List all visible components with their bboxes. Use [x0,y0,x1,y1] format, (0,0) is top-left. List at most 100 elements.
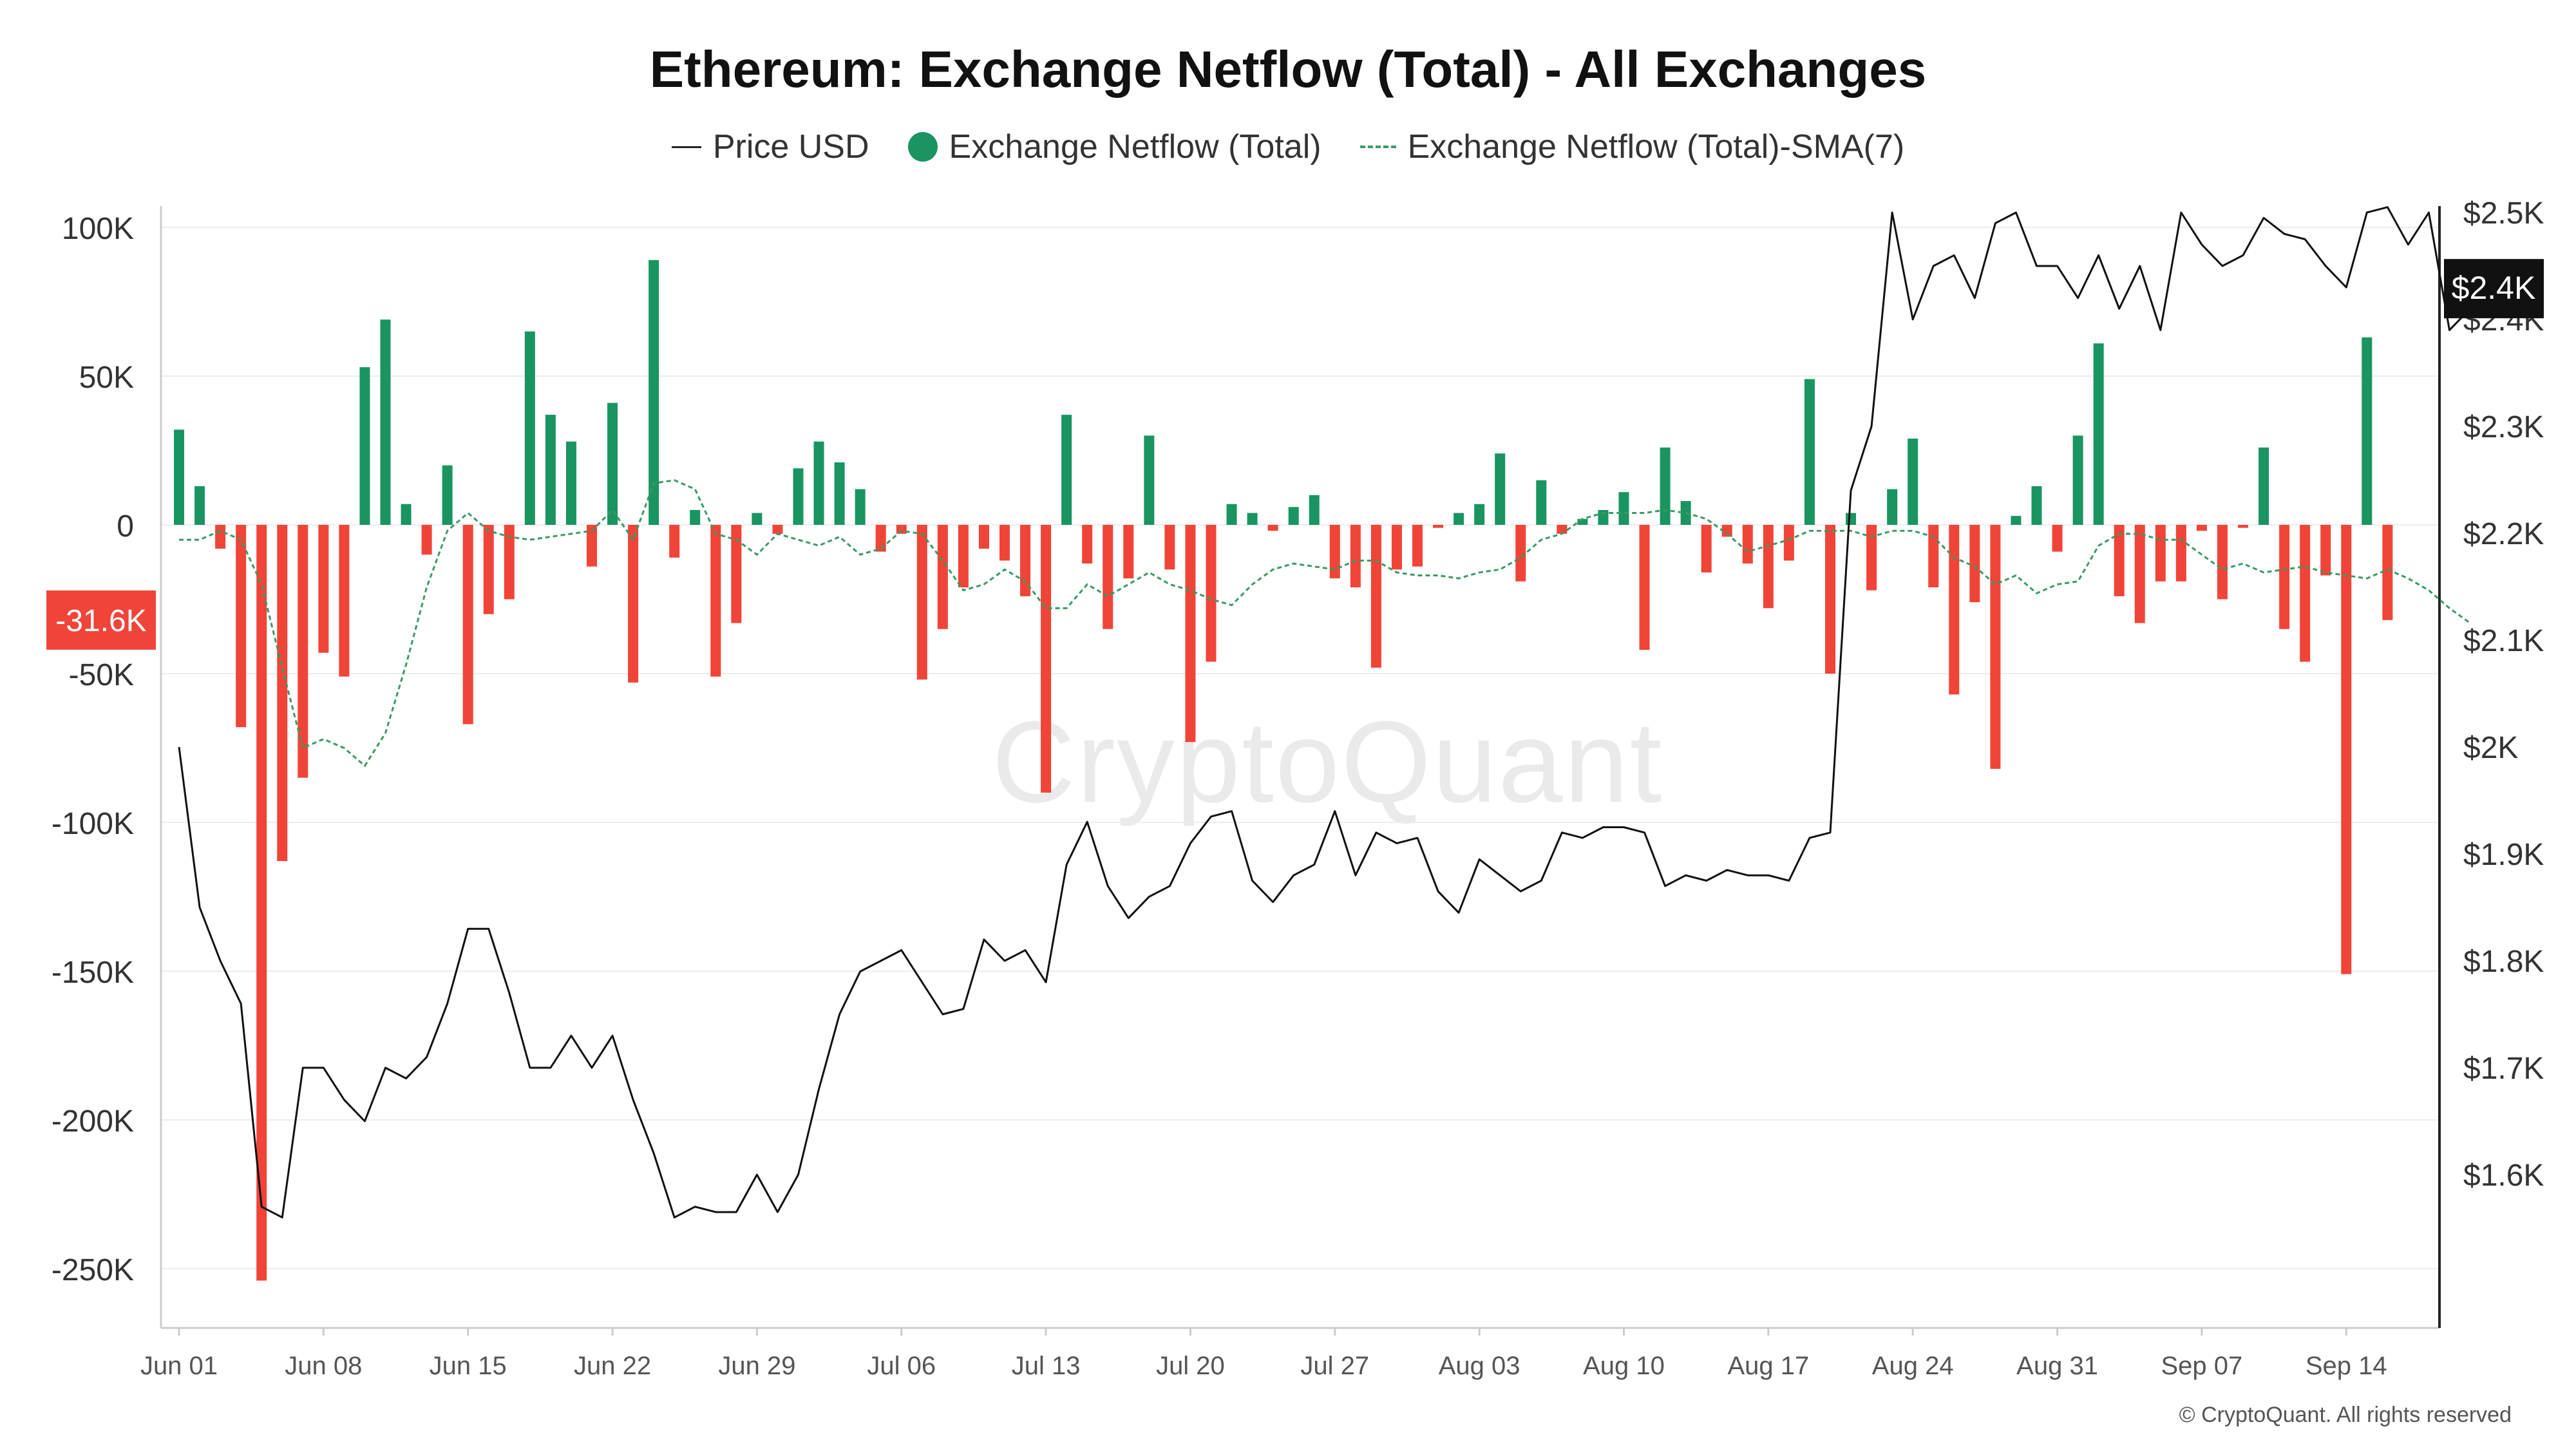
legend-item-price[interactable]: Price USD [671,128,869,166]
y-right-tick-label: $2.1K [2463,624,2544,658]
netflow-bar [1370,525,1381,668]
netflow-bar [545,415,556,525]
y-right-tick-label: $1.8K [2463,945,2544,979]
netflow-bar [731,525,742,623]
y-right-tick-label: $1.7K [2463,1052,2544,1086]
x-tick-label: Jun 29 [718,1352,795,1380]
x-tick-label: Jul 27 [1300,1352,1369,1380]
y-left-tick-label: -150K [52,956,134,990]
netflow-bar [1846,513,1857,525]
sma-line [179,479,2471,768]
netflow-bar [298,525,308,778]
netflow-bar [421,525,432,555]
y-right-tick-label: $2.3K [2463,410,2544,444]
netflow-bar [1144,435,1155,525]
netflow-bar [277,525,288,862]
netflow-bar [710,525,721,677]
netflow-bar [1928,525,1939,588]
netflow-bar [483,525,494,614]
netflow-bar [1412,525,1423,567]
netflow-bar [2175,525,2186,582]
legend-label-sma: Exchange Netflow (Total)-SMA(7) [1407,128,1905,166]
netflow-bar [2196,525,2207,531]
x-tick-label: Jun 01 [140,1352,218,1380]
netflow-bar [236,525,247,728]
netflow-bar [2114,525,2125,596]
netflow-bar [2341,525,2352,974]
netflow-bar [565,441,576,525]
netflow-bar [1515,525,1526,582]
netflow-bar [318,525,329,653]
netflow-bar [1309,495,1320,525]
x-tick-label: Aug 10 [1583,1352,1665,1380]
netflow-bar [875,525,886,552]
current-netflow-badge [46,590,156,650]
netflow-bar [1061,415,1072,525]
netflow-bar [1350,525,1361,588]
netflow-bar [1949,525,1960,695]
netflow-bar [2093,343,2104,525]
y-right-tick-label: $2.2K [2463,517,2544,551]
netflow-bar [772,525,783,534]
legend: Price USD Exchange Netflow (Total) Excha… [0,122,2576,171]
netflow-bar [2259,447,2269,525]
netflow-bar [1639,525,1650,650]
netflow-bar [690,509,701,525]
netflow-bar [504,525,515,600]
netflow-bar [339,525,350,677]
netflow-bar [194,486,205,525]
netflow-bar [1742,525,1753,564]
netflow-bar [462,525,473,724]
x-tick-label: Sep 07 [2161,1352,2243,1380]
netflow-bar [1721,525,1732,537]
netflow-bar [813,441,824,525]
legend-item-netflow[interactable]: Exchange Netflow (Total) [907,128,1321,166]
netflow-bar [916,525,927,680]
netflow-bar [1825,525,1835,674]
netflow-bar [215,525,226,549]
netflow-bar [359,367,370,525]
y-left-tick-label: -50K [69,658,134,692]
netflow-bar [607,402,618,525]
netflow-bar [1969,525,1980,603]
netflow-bar [1701,525,1712,573]
x-tick-label: Jul 20 [1156,1352,1225,1380]
netflow-bar [1226,504,1237,525]
netflow-bar [1185,525,1196,743]
y-right-tick-label: $2K [2463,731,2518,765]
netflow-bar [2238,525,2248,528]
netflow-bar [1495,453,1506,525]
netflow-bar [1082,525,1093,564]
netflow-bar [1887,489,1898,525]
netflow-bar [1020,525,1031,596]
y-right-tick-label: $1.6K [2463,1159,2544,1193]
netflow-bar [524,331,535,525]
netflow-bar [442,465,453,525]
netflow-bar [1164,525,1175,570]
legend-item-sma[interactable]: Exchange Netflow (Total)-SMA(7) [1359,128,1905,166]
netflow-bar [937,525,948,629]
x-tick-label: Jun 15 [430,1352,507,1380]
netflow-bar [1618,492,1629,525]
y-right-tick-label: $2.5K [2463,196,2544,231]
y-left-tick-label: 0 [117,509,134,544]
netflow-bar [2052,525,2063,552]
netflow-bar [174,430,184,525]
netflow-bar [2300,525,2311,662]
current-price-label: $2.4K [2452,270,2536,306]
netflow-bar [380,319,391,525]
netflow-bar [752,513,762,525]
netflow-bar [1866,525,1877,591]
netflow-bar [587,525,597,567]
price-line [178,206,2492,1218]
current-price-badge [2444,259,2544,319]
y-left-tick-label: -200K [52,1104,134,1139]
copyright-notice: © CryptoQuant. All rights reserved [2179,1403,2512,1427]
netflow-bar [2031,486,2042,525]
x-tick-label: Aug 31 [2016,1352,2098,1380]
current-netflow-label: -31.6K [55,604,146,638]
netflow-bar [958,525,969,588]
x-tick-label: Jul 06 [867,1352,936,1380]
netflow-bar [834,462,845,525]
